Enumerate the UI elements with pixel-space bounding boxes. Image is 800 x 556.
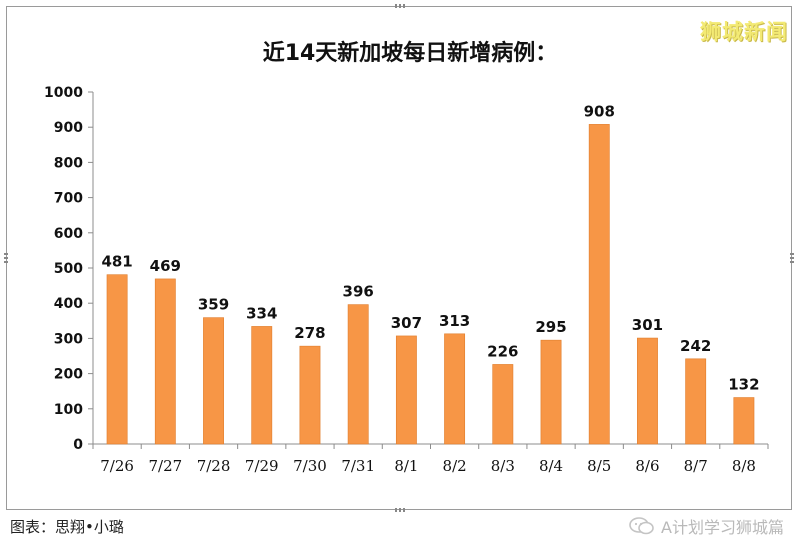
data-label: 359 [198,296,229,314]
data-label: 132 [728,376,759,394]
x-tick-label: 7/27 [148,457,182,475]
bar [299,345,321,445]
data-label: 334 [246,304,277,322]
bar [540,339,562,445]
wechat-icon [629,517,654,535]
x-tick-label: 8/5 [587,457,611,475]
bar [733,397,755,445]
y-tick-label: 1000 [44,85,83,101]
bar [492,364,514,445]
y-tick-label: 600 [54,226,83,242]
data-label: 226 [487,342,518,360]
y-tick-label: 200 [54,367,83,383]
data-label: 396 [343,283,374,301]
x-tick-label: 8/6 [635,457,659,475]
x-tick-label: 7/26 [100,457,134,475]
brand-logo-text: 狮城新闻 [700,20,788,44]
resize-handle-bottom[interactable] [395,508,405,512]
y-tick-label: 900 [54,120,83,136]
x-tick-label: 7/29 [245,457,279,475]
data-label: 481 [101,253,132,271]
y-tick-label: 800 [54,155,83,171]
watermark-label: A计划学习狮城篇 [661,518,784,537]
bar [588,124,610,445]
data-label: 242 [680,337,711,355]
x-tick-label: 8/2 [443,457,467,475]
resize-handle-top[interactable] [395,4,405,8]
watermark: A计划学习狮城篇 [629,514,784,538]
bar [251,326,273,445]
y-tick-label: 300 [54,331,83,347]
resize-handle-right[interactable] [790,253,794,263]
y-tick-label: 400 [54,296,83,312]
chart-title: 近14天新加坡每日新增病例： [263,40,558,66]
x-tick-label: 8/8 [732,457,756,475]
data-label: 469 [150,257,181,275]
y-tick-label: 500 [54,261,83,277]
bar [685,358,707,445]
resize-handle-left[interactable] [4,253,8,263]
chart-credit: 图表：思翔•小璐 [10,518,124,536]
bar [203,317,224,445]
bar [106,274,128,445]
bar-chart: 近14天新加坡每日新增病例： 0 100 200 300 400 500 600 700 800 9… [44,40,769,475]
x-tick-label: 8/1 [394,457,418,475]
bar [444,333,466,445]
data-label: 313 [439,312,470,330]
data-label: 301 [632,316,663,334]
y-tick-label: 100 [54,402,83,418]
y-tick-label: 0 [73,437,83,453]
x-tick-label: 7/31 [341,457,375,475]
data-label: 307 [391,314,422,332]
x-tick-label: 7/28 [197,457,231,475]
y-tick-label: 700 [54,191,83,207]
data-label: 295 [535,318,566,336]
data-label: 908 [584,102,615,120]
x-tick-label: 8/7 [684,457,708,475]
bar [395,335,417,445]
x-tick-label: 8/3 [491,457,515,475]
bar [154,278,176,445]
data-label: 278 [294,324,325,342]
bar [347,304,369,445]
x-tick-label: 7/30 [293,457,327,475]
bar [637,337,658,445]
x-tick-label: 8/4 [539,457,563,475]
